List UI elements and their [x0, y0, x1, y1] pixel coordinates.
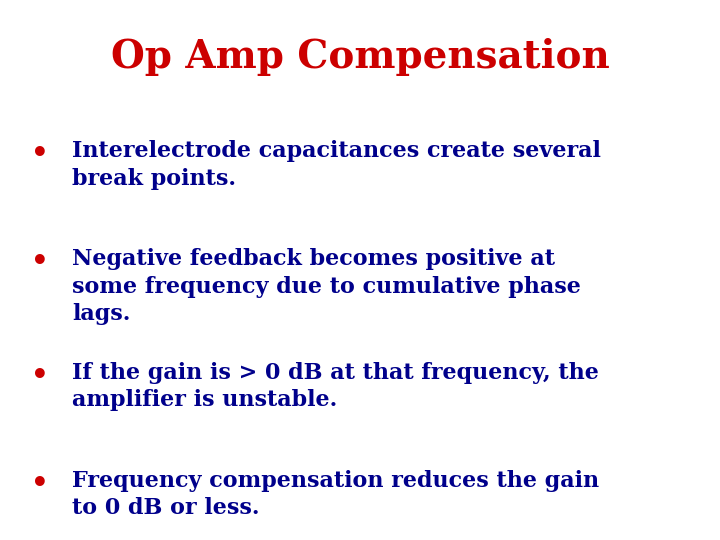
Text: •: • [31, 470, 48, 497]
Text: If the gain is > 0 dB at that frequency, the
amplifier is unstable.: If the gain is > 0 dB at that frequency,… [72, 362, 599, 411]
Text: Negative feedback becomes positive at
some frequency due to cumulative phase
lag: Negative feedback becomes positive at so… [72, 248, 581, 325]
Text: •: • [31, 140, 48, 167]
Text: •: • [31, 248, 48, 275]
Text: Op Amp Compensation: Op Amp Compensation [111, 38, 609, 76]
Text: Frequency compensation reduces the gain
to 0 dB or less.: Frequency compensation reduces the gain … [72, 470, 599, 519]
Text: Interelectrode capacitances create several
break points.: Interelectrode capacitances create sever… [72, 140, 601, 190]
Text: •: • [31, 362, 48, 389]
